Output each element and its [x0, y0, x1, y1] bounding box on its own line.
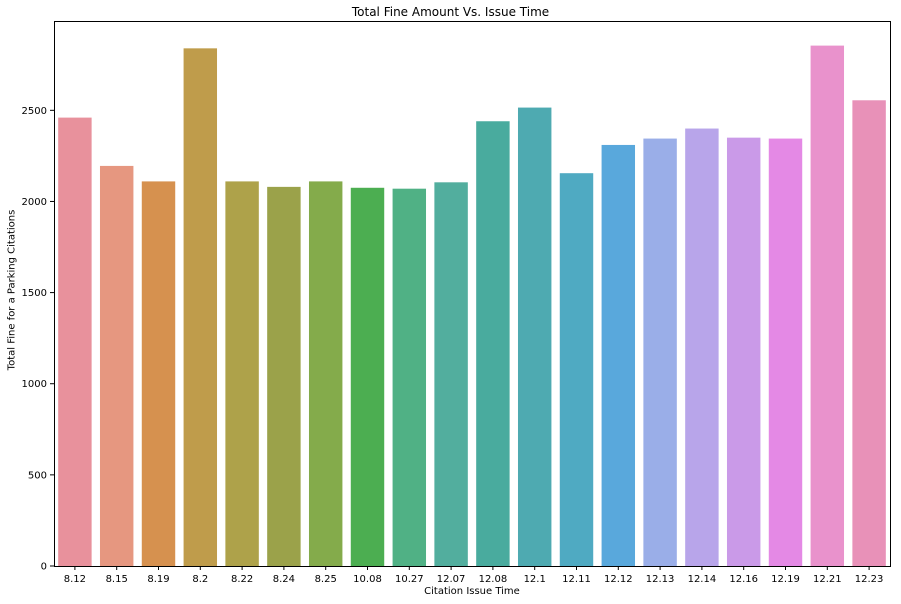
bar-12.1	[517, 107, 552, 567]
y-tick-label: 1500	[22, 288, 47, 299]
x-tick-label: 8.24	[273, 574, 295, 585]
x-tick-label: 8.22	[231, 574, 253, 585]
x-tick-label: 8.2	[192, 574, 208, 585]
bar-12.08	[476, 121, 510, 566]
x-tick-label: 12.08	[479, 574, 508, 585]
bar-8.2	[183, 48, 218, 567]
bar-10.08	[350, 187, 385, 566]
x-tick-label: 12.16	[729, 574, 758, 585]
bar-12.19	[768, 138, 803, 566]
bar-12.23	[852, 100, 886, 566]
y-axis-label: Total Fine for a Parking Citations	[6, 209, 18, 371]
bar-12.14	[685, 128, 719, 566]
x-tick-label: 12.14	[688, 574, 717, 585]
bar-12.07	[434, 182, 468, 566]
bar-8.12	[58, 117, 92, 567]
x-tick-label: 8.25	[315, 574, 337, 585]
bar-12.21	[810, 45, 845, 566]
bar-12.12	[601, 144, 636, 567]
bar-8.25	[308, 181, 343, 566]
y-tick-label: 2000	[22, 197, 47, 208]
x-tick-label: 8.19	[147, 574, 169, 585]
x-tick-label: 8.12	[64, 574, 86, 585]
x-tick-label: 12.07	[437, 574, 466, 585]
chart-title: Total Fine Amount Vs. Issue Time	[351, 5, 550, 19]
y-tick-label: 500	[28, 470, 47, 481]
x-tick-label: 10.27	[395, 574, 424, 585]
x-tick-label: 12.19	[771, 574, 800, 585]
x-tick-label: 12.12	[604, 574, 633, 585]
bar-12.11	[559, 173, 594, 567]
x-tick-label: 12.11	[562, 574, 591, 585]
bar-8.22	[225, 181, 259, 566]
y-tick-label: 1000	[22, 379, 47, 390]
bar-8.15	[99, 165, 134, 566]
bar-12.16	[726, 137, 761, 566]
x-axis-label: Citation Issue Time	[424, 586, 520, 597]
bar-8.19	[141, 181, 176, 566]
plot-frame	[54, 21, 891, 567]
x-tick-label: 12.13	[646, 574, 675, 585]
x-tick-label: 10.08	[353, 574, 382, 585]
bar-12.13	[643, 138, 677, 566]
x-tick-label: 12.23	[855, 574, 884, 585]
bar-10.27	[392, 188, 427, 566]
x-tick-label: 12.21	[813, 574, 842, 585]
y-tick-label: 0	[41, 562, 47, 573]
x-tick-label: 8.15	[106, 574, 128, 585]
x-tick-label: 12.1	[524, 574, 546, 585]
y-tick-label: 2500	[22, 106, 47, 117]
bar-8.24	[267, 186, 301, 566]
